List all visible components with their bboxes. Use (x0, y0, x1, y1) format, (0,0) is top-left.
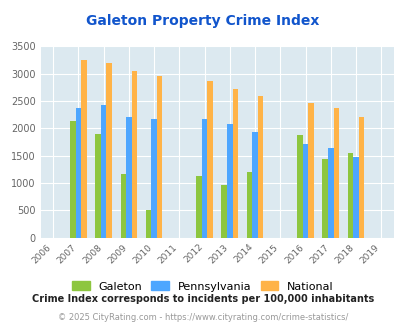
Bar (296, 135, 302, 238)
Bar (75, 108, 81, 238)
Bar (246, 172, 252, 238)
Bar (145, 210, 151, 238)
Bar (347, 153, 352, 238)
Bar (252, 132, 257, 238)
Text: Galeton Property Crime Index: Galeton Property Crime Index (86, 15, 319, 28)
Bar (307, 103, 313, 238)
Bar (131, 71, 137, 238)
Bar (302, 144, 307, 238)
Text: Crime Index corresponds to incidents per 100,000 inhabitants: Crime Index corresponds to incidents per… (32, 294, 373, 304)
Bar (322, 159, 327, 238)
Bar (120, 174, 126, 238)
Bar (333, 108, 338, 238)
Bar (358, 117, 363, 238)
Bar (156, 76, 162, 238)
Bar (232, 89, 238, 238)
Bar (126, 117, 131, 238)
Legend: Galeton, Pennsylvania, National: Galeton, Pennsylvania, National (68, 278, 337, 295)
Bar (352, 157, 358, 238)
Bar (70, 121, 75, 238)
Bar (226, 124, 232, 238)
Bar (207, 81, 212, 238)
Bar (106, 63, 112, 238)
Text: © 2025 CityRating.com - https://www.cityrating.com/crime-statistics/: © 2025 CityRating.com - https://www.city… (58, 313, 347, 322)
Bar (95, 134, 101, 238)
Bar (221, 185, 226, 238)
Bar (101, 105, 106, 238)
Bar (196, 176, 201, 238)
Bar (151, 119, 156, 238)
Bar (327, 148, 333, 238)
Bar (257, 96, 263, 238)
Bar (201, 119, 207, 238)
Bar (81, 60, 87, 238)
